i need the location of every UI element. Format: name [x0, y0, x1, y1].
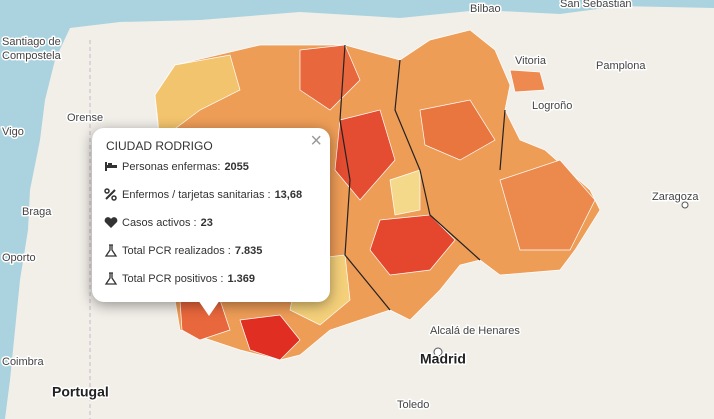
place-label: Vitoria	[515, 55, 547, 67]
place-label: Madrid	[420, 351, 466, 367]
info-row: Casos activos :23	[104, 216, 213, 229]
place-label: Oporto	[2, 252, 36, 264]
row-label: Enfermos / tarjetas sanitarias :	[122, 188, 271, 201]
icon	[104, 217, 118, 228]
place-label: Bilbao	[470, 3, 501, 15]
province-border	[499, 109, 506, 171]
info-row: Total PCR positivos :1.369	[104, 272, 255, 285]
place-label: Toledo	[397, 399, 429, 411]
icon	[105, 162, 117, 171]
place-label: Zaragoza	[652, 191, 699, 203]
row-value: 2055	[224, 160, 249, 173]
popup-title: CIUDAD RODRIGO	[106, 139, 213, 153]
row-label: Total PCR positivos :	[122, 272, 224, 285]
popup: CIUDAD RODRIGO × Personas enfermas: 2055 E…	[92, 128, 330, 302]
info-row: Personas enfermas: 2055	[104, 160, 249, 173]
place-label: Pamplona	[596, 60, 646, 72]
place-label: Braga	[22, 206, 52, 218]
row-label: Personas enfermas:	[122, 160, 221, 173]
province-border	[394, 59, 481, 261]
info-row: Enfermos / tarjetas sanitarias :13,68	[104, 188, 302, 201]
province-border	[339, 44, 391, 311]
info-row: Total PCR realizados :7.835	[104, 244, 262, 257]
row-label: Total PCR realizados :	[122, 244, 231, 257]
popup-tail	[198, 300, 220, 316]
city-dot	[681, 201, 689, 209]
city-dot	[433, 347, 443, 357]
place-label: Alcalá de Henares	[430, 325, 520, 337]
row-value: 13,68	[274, 188, 303, 201]
place-label: Orense	[67, 112, 103, 124]
place-label: San Sebastián	[560, 0, 632, 10]
place-label: Logroño	[532, 100, 572, 112]
place-label: Santiago de	[2, 36, 61, 48]
place-label: Compostela	[2, 50, 62, 62]
icon	[104, 272, 118, 285]
place-label: Coimbra	[2, 356, 44, 368]
place-label: Vigo	[2, 126, 24, 138]
row-value: 7.835	[234, 244, 263, 257]
icon	[104, 244, 118, 257]
row-value: 23	[200, 216, 213, 229]
row-label: Casos activos :	[122, 216, 197, 229]
close-button[interactable]: ×	[310, 130, 322, 152]
icon	[104, 188, 117, 201]
row-value: 1.369	[227, 272, 256, 285]
place-label: Portugal	[52, 384, 109, 400]
